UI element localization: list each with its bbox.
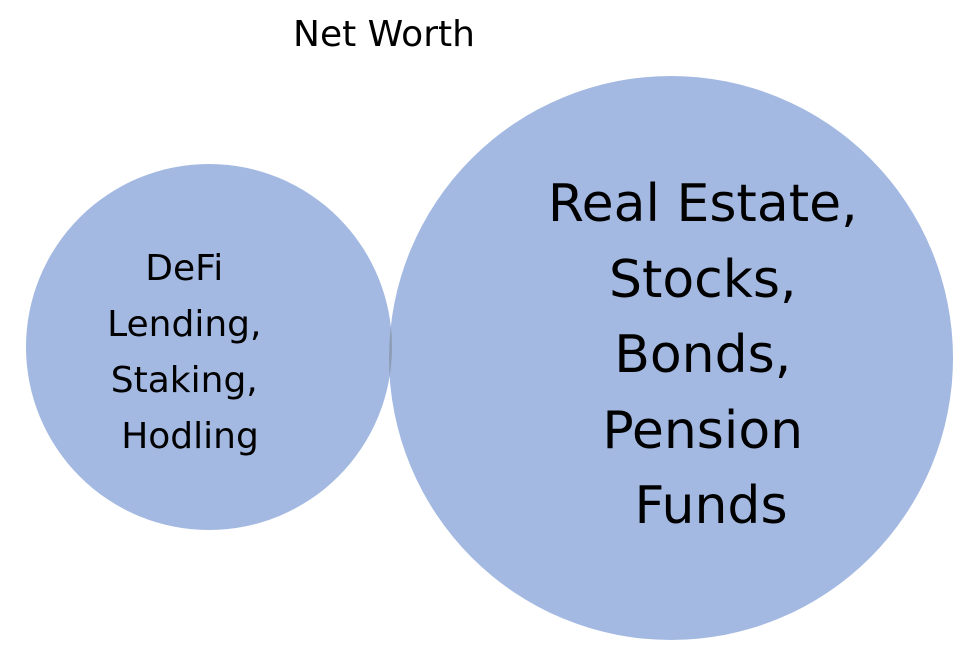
diagram-title: Net Worth — [293, 14, 475, 55]
traditional-label-line-5: Funds — [634, 476, 787, 536]
defi-label-line-1: DeFi — [145, 248, 223, 289]
traditional-assets-label: Real Estate, Stocks, Bonds, Pension Fund… — [548, 174, 874, 536]
defi-circle — [26, 164, 392, 530]
traditional-label-line-1: Real Estate, — [548, 174, 858, 234]
defi-circle-label: DeFi Lending, Staking, Hodling — [107, 248, 273, 457]
defi-label-line-2: Lending, — [107, 304, 261, 345]
traditional-label-line-3: Bonds, — [614, 325, 791, 385]
traditional-label-line-4: Pension — [602, 401, 803, 461]
traditional-assets-circle — [389, 76, 953, 640]
defi-label-line-3: Staking, — [111, 360, 258, 401]
defi-label-line-4: Hodling — [121, 416, 259, 457]
traditional-label-line-2: Stocks, — [609, 250, 797, 310]
